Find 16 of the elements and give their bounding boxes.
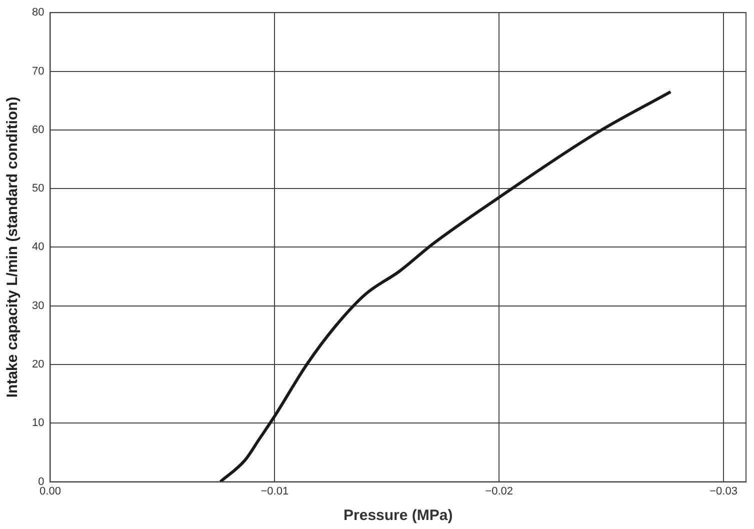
x-tick-label: −0.03 <box>710 485 738 498</box>
y-tick-label: 80 <box>32 6 44 19</box>
x-tick-label: −0.02 <box>485 485 514 498</box>
line-series <box>218 90 672 482</box>
y-tick-label: 40 <box>32 241 44 254</box>
y-tick-label: 20 <box>32 358 44 371</box>
x-tick-label: 0.00 <box>40 485 61 498</box>
x-axis-title: Pressure (MPa) <box>344 507 453 524</box>
y-tick-label: 0 <box>38 476 44 488</box>
y-tick-label: 10 <box>32 417 44 430</box>
y-tick-label: 60 <box>32 124 44 136</box>
y-axis-title: Intake capacity L/min (standard condition) <box>4 96 22 398</box>
y-tick-label: 30 <box>32 300 44 312</box>
y-tick-label: 50 <box>32 182 44 195</box>
x-tick-label: −0.01 <box>260 485 289 498</box>
y-tick-label: 70 <box>32 65 44 78</box>
